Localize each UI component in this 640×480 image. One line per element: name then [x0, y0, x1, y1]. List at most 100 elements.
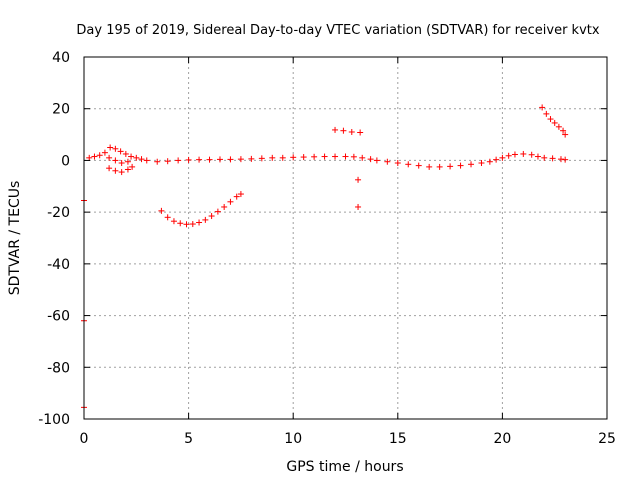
data-point — [96, 152, 103, 159]
data-point — [311, 153, 318, 160]
data-point — [138, 156, 145, 163]
data-point — [106, 154, 113, 161]
data-point — [158, 207, 165, 214]
data-point — [112, 145, 119, 152]
data-point — [340, 127, 347, 134]
data-point — [206, 156, 213, 163]
data-points — [81, 104, 569, 411]
data-point — [332, 153, 339, 160]
data-point — [164, 158, 171, 165]
data-point — [405, 161, 412, 168]
data-point — [549, 155, 556, 162]
data-point — [426, 163, 433, 170]
data-point — [233, 193, 240, 200]
data-point — [493, 156, 500, 163]
data-point — [227, 198, 234, 205]
data-point — [122, 150, 129, 157]
y-axis-label: SDTVAR / TECUs — [7, 181, 23, 296]
data-point — [457, 162, 464, 169]
data-point — [86, 154, 93, 161]
data-point — [290, 154, 297, 161]
x-tick-label: 25 — [598, 431, 616, 447]
data-point — [551, 119, 558, 126]
data-point — [373, 157, 380, 164]
data-point — [154, 158, 161, 165]
data-point — [557, 156, 564, 163]
data-point — [534, 153, 541, 160]
data-point — [332, 126, 339, 133]
data-point — [237, 156, 244, 163]
data-point — [227, 156, 234, 163]
plot-frame — [83, 56, 608, 420]
data-point — [237, 191, 244, 198]
data-point — [348, 128, 355, 135]
y-tick-label: -60 — [47, 309, 70, 325]
data-point — [505, 152, 512, 159]
data-point — [562, 156, 569, 163]
data-point — [367, 156, 374, 163]
x-tick-label: 20 — [493, 431, 511, 447]
data-point — [202, 216, 209, 223]
data-point — [101, 149, 108, 156]
data-point — [342, 153, 349, 160]
data-point — [221, 203, 228, 210]
data-point — [478, 160, 485, 167]
data-point — [189, 221, 196, 228]
data-point — [555, 123, 562, 130]
data-point — [539, 104, 546, 111]
y-tick-label: 40 — [52, 50, 70, 66]
data-point — [112, 167, 119, 174]
data-point — [350, 153, 357, 160]
data-point — [321, 153, 328, 160]
grid — [84, 57, 607, 419]
data-point — [468, 161, 475, 168]
data-point — [258, 155, 265, 162]
data-point — [170, 218, 177, 225]
y-tick-label: 0 — [61, 153, 70, 169]
data-point — [547, 116, 554, 123]
data-point — [520, 150, 527, 157]
x-tick-label: 0 — [80, 431, 89, 447]
data-point — [355, 203, 362, 210]
data-point — [128, 153, 135, 160]
data-point — [196, 219, 203, 226]
data-point — [436, 163, 443, 170]
data-point — [279, 154, 286, 161]
x-tick-label: 5 — [184, 431, 193, 447]
data-point — [447, 163, 454, 170]
data-point — [112, 157, 119, 164]
data-point — [129, 163, 136, 170]
data-point — [91, 153, 98, 160]
data-point — [248, 155, 255, 162]
data-point — [528, 151, 535, 158]
data-point — [269, 154, 276, 161]
data-point — [543, 110, 550, 117]
x-tick-label: 10 — [284, 431, 302, 447]
data-point — [124, 158, 131, 165]
data-point — [357, 129, 364, 136]
data-point — [133, 154, 140, 161]
data-point — [486, 158, 493, 165]
data-point — [355, 176, 362, 183]
data-point — [124, 166, 131, 173]
y-tick-label: -80 — [47, 360, 70, 376]
data-point — [106, 165, 113, 172]
data-point — [216, 156, 223, 163]
data-point — [214, 208, 221, 215]
data-point — [117, 148, 124, 155]
data-point — [118, 169, 125, 176]
chart-title: Day 195 of 2019, Sidereal Day-to-day VTE… — [76, 23, 599, 38]
data-point — [107, 144, 114, 151]
data-point — [183, 221, 190, 228]
x-axis-label: GPS time / hours — [286, 459, 403, 475]
data-point — [359, 154, 366, 161]
y-tick-label: -100 — [38, 412, 70, 428]
data-point — [541, 154, 548, 161]
data-point — [384, 158, 391, 165]
data-point — [415, 162, 422, 169]
data-point — [560, 127, 567, 134]
data-point — [511, 151, 518, 158]
data-point — [196, 156, 203, 163]
x-tick-label: 15 — [389, 431, 407, 447]
